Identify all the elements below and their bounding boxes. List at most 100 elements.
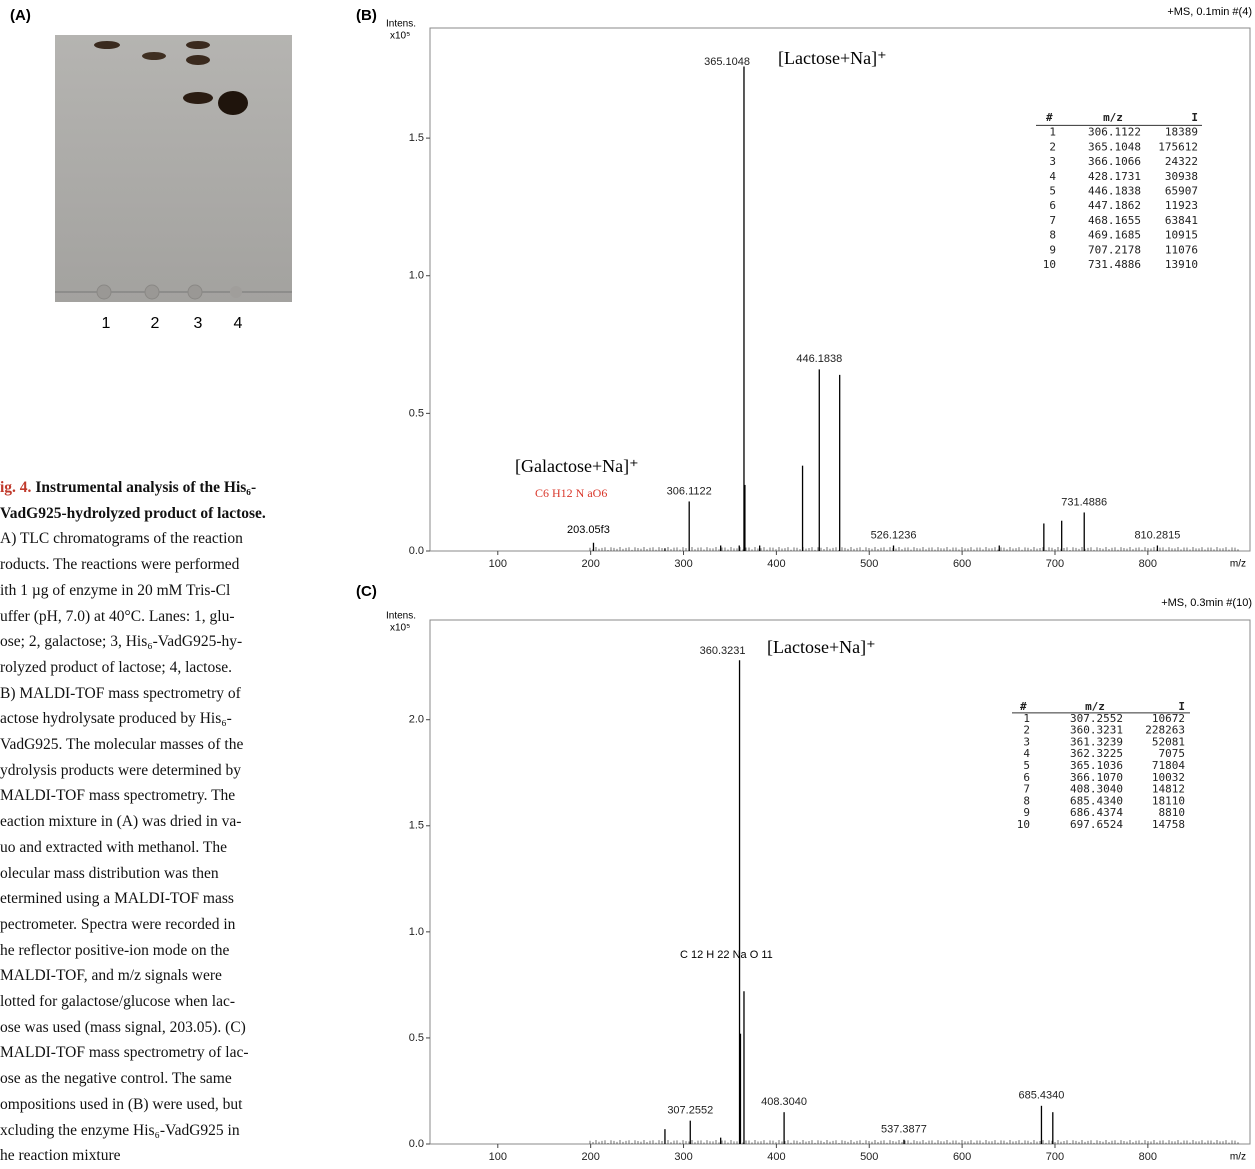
caption-line: uffer (pH, 7.0) at 40°C. Lanes: 1, glu-: [0, 604, 340, 630]
caption-line: MALDI-TOF, and m/z signals were: [0, 963, 340, 989]
spot: [218, 91, 248, 115]
table-cell: 362.3225: [1070, 747, 1123, 760]
table-cell: 731.4886: [1088, 258, 1141, 271]
table-cell: 469.1685: [1088, 229, 1141, 242]
table-cell: 1: [1023, 712, 1030, 725]
caption-text: lotted for galactose/glucose when lac-: [0, 993, 235, 1011]
caption-text: rolyzed product of lactose; 4, lactose.: [0, 658, 232, 676]
table-cell: 686.4374: [1070, 806, 1123, 819]
table-cell: 8810: [1159, 806, 1186, 819]
x-tick-label: 600: [953, 1151, 971, 1162]
caption-text: he reflector positive-ion mode on the: [0, 941, 230, 959]
x-tick-label: 800: [1139, 558, 1157, 570]
x-tick-label: 400: [767, 1151, 785, 1162]
caption-line: pectrometer. Spectra were recorded in: [0, 912, 340, 938]
table-cell: 14758: [1152, 818, 1185, 831]
caption-line: ith 1 µg of enzyme in 20 mM Tris-Cl: [0, 578, 340, 604]
table-cell: 4: [1023, 747, 1030, 760]
caption-line: uo and extracted with methanol. The: [0, 835, 340, 861]
table-cell: 2: [1049, 140, 1056, 153]
annotation: C6 H12 N aO6: [535, 486, 607, 500]
table-cell: 228263: [1145, 724, 1185, 737]
caption: ig. 4. Instrumental analysis of the His₆…: [0, 475, 340, 1169]
caption-line: olecular mass distribution was then: [0, 861, 340, 887]
caption-line: ose as the negative control. The same: [0, 1066, 340, 1092]
caption-text: ydrolysis products were determined by: [0, 761, 242, 779]
table-cell: 14812: [1152, 783, 1185, 796]
spot: [186, 55, 210, 65]
table-header: m/z: [1103, 111, 1123, 124]
caption-line: rolyzed product of lactose; 4, lactose.: [0, 655, 340, 681]
caption-text: etermined using a MALDI-TOF mass: [0, 890, 234, 908]
caption-text: xcluding the enzyme His₆-VadG925 in: [0, 1121, 240, 1139]
table-cell: 11076: [1165, 243, 1198, 256]
y-tick-label: 1.5: [409, 132, 424, 144]
caption-text: MALDI-TOF mass spectrometry. The: [0, 787, 236, 805]
table-cell: 5: [1023, 759, 1030, 772]
peak-table: # m/z I 1 307.2552 10672 2 360.3231 228263 3 361.3…: [1012, 700, 1190, 831]
y-axis-label: Intens.: [386, 611, 416, 622]
peak-label: 360.3231: [700, 645, 746, 657]
figure-label: ig. 4.: [0, 479, 32, 496]
caption-text: ith 1 µg of enzyme in 20 mM Tris-Cl: [0, 581, 231, 599]
table-cell: 707.2178: [1088, 243, 1141, 256]
peak-label: 526.1236: [871, 529, 917, 541]
y-tick-label: 1.5: [409, 820, 424, 832]
caption-text: Instrumental analysis of the His₆-: [35, 479, 257, 496]
table-cell: 446.1838: [1088, 185, 1141, 198]
table-cell: 10672: [1152, 712, 1185, 725]
y-axis-unit: x10⁵: [390, 623, 410, 634]
caption-line: etermined using a MALDI-TOF mass: [0, 886, 340, 912]
table-header: #: [1020, 700, 1027, 713]
table-cell: 9: [1049, 243, 1056, 256]
caption-line: B) MALDI-TOF mass spectrometry of: [0, 681, 340, 707]
caption-line: VadG925-hydrolyzed product of lactose.: [0, 501, 340, 527]
origin-spot: [144, 284, 160, 300]
peak-label: 685.4340: [1019, 1090, 1065, 1102]
baseline-noise: [589, 547, 1239, 551]
table-cell: 366.1066: [1088, 155, 1141, 168]
lane-label: 1: [102, 315, 111, 332]
origin-spot: [96, 284, 112, 300]
table-cell: 52081: [1152, 735, 1185, 748]
table-cell: 3: [1023, 735, 1030, 748]
table-cell: 10: [1043, 258, 1056, 271]
caption-line: xcluding the enzyme His₆-VadG925 in: [0, 1118, 340, 1144]
table-cell: 8: [1023, 794, 1030, 807]
tlc-plate: [55, 35, 292, 302]
caption-text: MALDI-TOF, and m/z signals were: [0, 967, 222, 985]
caption-line: ig. 4. Instrumental analysis of the His₆…: [0, 475, 340, 501]
table-cell: 65907: [1165, 185, 1198, 198]
annotation: +MS, 0.1min #(4): [1167, 6, 1252, 18]
y-tick-label: 1.0: [409, 270, 424, 282]
table-cell: 5: [1049, 185, 1056, 198]
table-cell: 447.1862: [1088, 199, 1141, 212]
table-cell: 10915: [1165, 229, 1198, 242]
table-cell: 18110: [1152, 794, 1185, 807]
table-cell: 360.3231: [1070, 724, 1123, 737]
x-axis-label: m/z: [1230, 559, 1246, 570]
table-cell: 7075: [1159, 747, 1186, 760]
caption-text: VadG925. The molecular masses of the: [0, 736, 244, 754]
y-tick-label: 0.0: [409, 1138, 424, 1150]
table-header: m/z: [1085, 700, 1105, 713]
table-cell: 30938: [1165, 170, 1198, 183]
table-cell: 366.1070: [1070, 771, 1123, 784]
table-cell: 306.1122: [1088, 126, 1141, 139]
spot: [142, 52, 166, 60]
table-cell: 63841: [1165, 214, 1198, 227]
caption-line: ompositions used in (B) were used, but: [0, 1092, 340, 1118]
x-tick-label: 500: [860, 558, 878, 570]
caption-line: ydrolysis products were determined by: [0, 758, 340, 784]
lane-label: 4: [234, 315, 243, 332]
table-cell: 6: [1023, 771, 1030, 784]
x-tick-label: 500: [860, 1151, 878, 1162]
caption-text: he reaction mixture: [0, 1147, 121, 1165]
peak-label: 731.4886: [1061, 496, 1107, 508]
panel-label: (A): [10, 7, 31, 24]
table-cell: 365.1048: [1088, 140, 1141, 153]
annotation: C 12 H 22 Na O 11: [680, 949, 773, 961]
x-tick-label: 200: [581, 1151, 599, 1162]
x-tick-label: 700: [1046, 1151, 1064, 1162]
